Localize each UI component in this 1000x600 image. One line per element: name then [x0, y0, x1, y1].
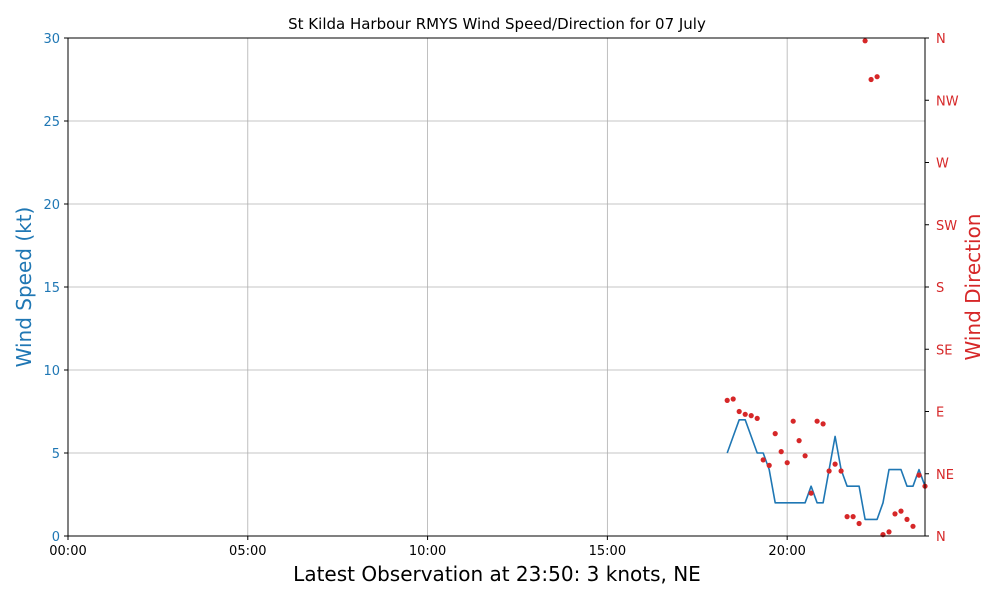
wind-direction-point	[730, 396, 736, 402]
x-tick-label: 05:00	[229, 544, 266, 559]
wind-direction-point	[742, 411, 748, 417]
wind-direction-point	[790, 418, 796, 424]
wind-direction-series	[724, 38, 928, 538]
x-tick-label: 10:00	[409, 544, 446, 559]
y2-tick-label: W	[936, 157, 949, 172]
wind-direction-point	[904, 516, 910, 523]
wind-direction-point	[766, 462, 772, 468]
y-tick-label: 25	[43, 115, 60, 130]
wind-direction-point	[802, 453, 808, 459]
wind-direction-point	[916, 472, 922, 478]
y-tick-label: 20	[43, 198, 60, 213]
y2-tick-label: SW	[936, 219, 957, 234]
wind-direction-point	[838, 468, 844, 474]
x-tick-label: 15:00	[589, 544, 626, 559]
y2-tick-label: N	[936, 32, 946, 47]
wind-speed-series	[726, 418, 926, 521]
wind-direction-point	[724, 397, 730, 403]
x-axis-label: Latest Observation at 23:50: 3 knots, NE	[293, 562, 701, 586]
wind-direction-point	[772, 431, 778, 437]
wind-direction-point	[778, 449, 784, 455]
x-tick-label: 00:00	[49, 544, 86, 559]
wind-direction-point	[748, 413, 754, 419]
wind-direction-point	[886, 529, 892, 535]
wind-direction-point	[892, 511, 898, 517]
grid-lines	[67, 37, 925, 537]
y2-tick-label: S	[936, 281, 944, 296]
y-tick-label: 5	[52, 447, 60, 462]
y2-tick-label: N	[936, 530, 946, 545]
y-tick-label: 15	[43, 281, 60, 296]
wind-direction-point	[808, 490, 814, 496]
wind-direction-point	[910, 523, 916, 529]
wind-direction-point	[874, 74, 880, 80]
wind-direction-point	[868, 76, 874, 83]
wind-direction-point	[784, 460, 790, 466]
y-tick-label: 30	[43, 32, 60, 47]
chart-title: St Kilda Harbour RMYS Wind Speed/Directi…	[288, 15, 706, 33]
wind-direction-point	[814, 418, 820, 424]
wind-direction-point	[754, 415, 760, 421]
wind-direction-point	[898, 508, 904, 514]
y-axis-label-speed: Wind Speed (kt)	[12, 207, 36, 368]
y2-tick-label: NW	[936, 94, 959, 109]
y2-tick-label: SE	[936, 343, 952, 358]
wind-direction-point	[736, 408, 742, 415]
y-tick-label: 10	[43, 364, 60, 379]
y-axis-label-direction: Wind Direction	[961, 214, 985, 361]
wind-direction-point	[760, 457, 766, 463]
y-axis-speed: 0 5 10 15 20 25 30	[43, 32, 68, 545]
wind-direction-point	[832, 461, 838, 467]
wind-direction-point	[820, 421, 826, 427]
x-tick-label: 20:00	[768, 544, 805, 559]
wind-direction-point	[796, 438, 802, 444]
wind-direction-point	[862, 38, 868, 44]
x-axis: 00:00 05:00 10:00 15:00 20:00	[49, 536, 806, 559]
wind-direction-point	[850, 514, 856, 520]
y-axis-direction: N NE E SE S SW W NW N	[925, 32, 959, 545]
wind-speed-line	[726, 418, 926, 521]
wind-direction-point	[844, 514, 850, 520]
wind-direction-point	[826, 468, 832, 474]
y2-tick-label: NE	[936, 468, 954, 483]
y-tick-label: 0	[52, 530, 60, 545]
y2-tick-label: E	[936, 406, 944, 421]
wind-direction-point	[856, 520, 862, 527]
